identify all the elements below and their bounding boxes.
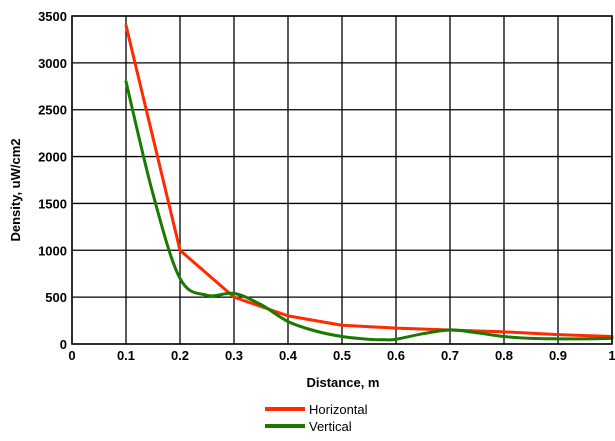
legend-label-vertical: Vertical	[309, 419, 352, 434]
x-axis-label: Distance, m	[307, 375, 380, 390]
y-tick-label: 3000	[38, 56, 67, 71]
y-tick-label: 0	[60, 337, 67, 352]
x-tick-label: 0	[68, 348, 75, 363]
x-tick-label: 0.3	[225, 348, 243, 363]
x-tick-label: 0.7	[441, 348, 459, 363]
x-tick-label: 0.9	[549, 348, 567, 363]
x-tick-label: 0.6	[387, 348, 405, 363]
y-tick-label: 2000	[38, 150, 67, 165]
x-tick-label: 0.4	[279, 348, 298, 363]
grid	[71, 15, 613, 345]
plot-border	[71, 15, 613, 345]
series-lines	[124, 23, 614, 342]
x-tick-label: 1	[608, 348, 615, 363]
legend: Horizontal Vertical	[265, 402, 368, 434]
x-tick-label: 0.8	[495, 348, 513, 363]
y-tick-label: 1500	[38, 196, 67, 211]
y-tick-label: 1000	[38, 243, 67, 258]
x-tick-labels: 0 0.1 0.2 0.3 0.4 0.5 0.6 0.7 0.8 0.9 1	[68, 348, 615, 363]
x-tick-label: 0.5	[333, 348, 351, 363]
plot-frame	[71, 15, 613, 345]
legend-label-horizontal: Horizontal	[309, 402, 368, 417]
series-line-vertical	[124, 80, 614, 342]
y-tick-label: 500	[45, 290, 67, 305]
series-line-horizontal	[124, 23, 614, 339]
x-tick-label: 0.2	[171, 348, 189, 363]
y-axis-label: Density, uW/cm2	[8, 138, 23, 241]
y-tick-label: 2500	[38, 103, 67, 118]
y-tick-labels: 0 500 1000 1500 2000 2500 3000 3500	[38, 9, 67, 352]
y-tick-label: 3500	[38, 9, 67, 24]
x-tick-label: 0.1	[117, 348, 135, 363]
